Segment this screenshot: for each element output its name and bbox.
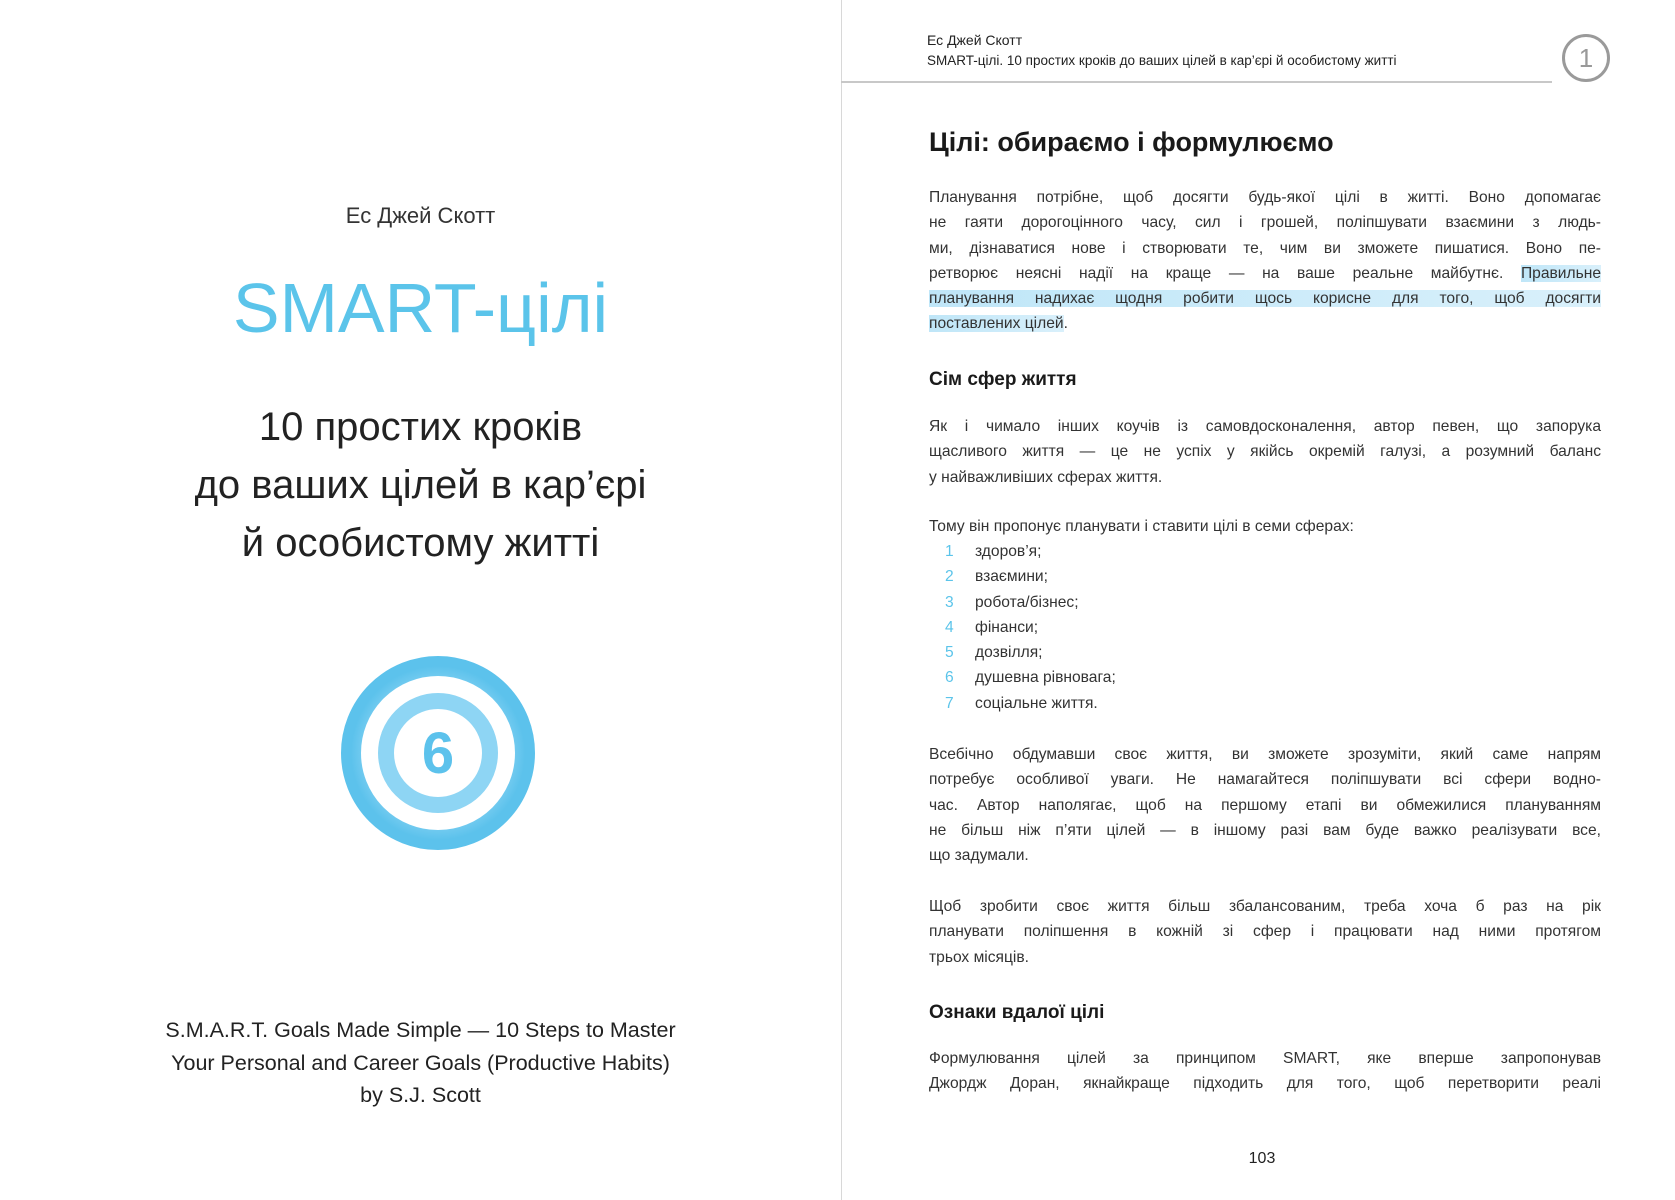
text-line: Тому він пропонує планувати і ставити ці… (929, 518, 1354, 535)
original-title-line: by S.J. Scott (360, 1083, 481, 1107)
chapter-heading: Цілі: обираємо і формулюємо (929, 127, 1334, 157)
target-number: 6 (422, 721, 454, 786)
list-text: соціальне життя. (975, 694, 1098, 712)
text-line: Як і чимало інших коучів із самовдоскона… (929, 418, 1601, 435)
text-line: потребує особливої уваги. Не намагайтеся… (929, 771, 1601, 789)
text-line: поставлених цілей. (929, 311, 1601, 336)
paragraph: Всебічно обдумавши своє життя, ви зможет… (929, 742, 1601, 868)
list-item: 3 робота/бізнес; (945, 590, 1116, 615)
paragraph: Як і чимало інших коучів із самовдоскона… (929, 414, 1601, 490)
text-line: час. Автор наполягає, щоб на першому ета… (929, 796, 1601, 814)
list-number: 7 (945, 694, 954, 712)
list-number: 4 (945, 618, 954, 636)
text-line: трьох місяців. (929, 948, 1030, 966)
subtitle-line: 10 простих кроків (258, 405, 583, 449)
text-line: не гаяти дорогоцінного часу, сил і гроше… (929, 214, 1601, 232)
subtitle-line: й особистому житті (241, 521, 600, 565)
text-segment: . (1063, 315, 1068, 333)
text-line: не більш ніж п’яти цілей — в іншому разі… (929, 821, 1601, 839)
list-number: 5 (945, 644, 954, 662)
running-header-author: Ес Джей Скотт (927, 32, 1023, 48)
list-item: 6 душевна рівновага; (945, 665, 1116, 690)
highlighted-text[interactable]: Правильне (1520, 264, 1601, 282)
list-number: 1 (945, 543, 954, 560)
chapter-number-badge: 1 (1562, 34, 1610, 82)
text-line: планувати поліпшення в кожній зі сфер і … (929, 923, 1601, 941)
list-number: 3 (945, 593, 954, 611)
list-text: взаємини; (975, 568, 1048, 586)
cover-title: SMART-цілі (232, 269, 609, 347)
paragraph: Планування потрібне, щоб досягти будь-як… (929, 185, 1601, 337)
page-number: 103 (1248, 1150, 1276, 1167)
subtitle-line: до ваших цілей в кар’єрі (194, 463, 647, 507)
list-text: робота/бізнес; (975, 593, 1079, 611)
text-line: планування надихає щодня робити щось кор… (929, 286, 1601, 311)
list-item: 5 дозвілля; (945, 640, 1116, 665)
cover-author: Ес Джей Скотт (345, 203, 496, 228)
text-line: у найважливіших сферах життя. (929, 468, 1163, 486)
paragraph: Тому він пропонує планувати і ставити ці… (929, 514, 1601, 539)
text-line: Джордж Доран, якнайкраще підходить для т… (929, 1075, 1601, 1093)
text-line: Щоб зробити своє життя більш збалансован… (929, 898, 1601, 915)
highlighted-text[interactable]: поставлених цілей (929, 315, 1064, 333)
running-header-book: SMART-цілі. 10 простих кроків до ваших ц… (927, 53, 1397, 68)
text-line: ми, дізнаватися нове і створювати те, чи… (929, 239, 1601, 257)
header-rule (841, 81, 1552, 83)
text-line: що задумали. (929, 847, 1029, 865)
original-title-line: S.M.A.R.T. Goals Made Simple — 10 Steps … (165, 1018, 676, 1042)
original-title-line: Your Personal and Career Goals (Producti… (171, 1050, 670, 1075)
paragraph: Щоб зробити своє життя більш збалансован… (929, 894, 1601, 970)
paragraph: Формулювання цілей за принципом SMART, я… (929, 1046, 1601, 1097)
list-text: фінанси; (975, 618, 1039, 636)
text-line: ретворює неясні надії на краще — на ваше… (929, 261, 1601, 286)
text-line: щасливого життя — це не успіх у якійсь о… (929, 443, 1601, 461)
list-number: 6 (945, 669, 954, 687)
cover-subtitle: 10 простих кроків до ваших цілей в кар’є… (0, 398, 841, 572)
list-item: 7 соціальне життя. (945, 691, 1116, 716)
section-heading: Ознаки вдалої цілі (929, 1002, 1105, 1023)
original-title: S.M.A.R.T. Goals Made Simple — 10 Steps … (0, 1014, 841, 1112)
list-item: 1 здоров’я; (945, 539, 1116, 564)
target-icon: 6 (341, 656, 535, 850)
list-number: 2 (945, 568, 954, 586)
list-item: 2 взаємини; (945, 564, 1116, 589)
list-text: здоров’я; (975, 543, 1042, 560)
section-heading: Сім сфер життя (929, 369, 1077, 390)
text-segment: ретворює неясні надії на краще — на ваше… (929, 264, 1521, 282)
highlighted-text[interactable]: планування надихає щодня робити щось кор… (929, 290, 1601, 308)
list-item: 4 фінанси; (945, 615, 1116, 640)
list-text: душевна рівновага; (975, 669, 1116, 687)
spheres-list: 1 здоров’я; 2 взаємини; 3 робота/бізнес; 4 ф… (945, 539, 1116, 716)
page-divider (841, 0, 842, 1200)
text-line: Планування потрібне, щоб досягти будь-як… (929, 189, 1601, 206)
list-text: дозвілля; (975, 644, 1043, 662)
text-line: Формулювання цілей за принципом SMART, я… (929, 1050, 1601, 1067)
text-line: Всебічно обдумавши своє життя, ви зможет… (929, 746, 1601, 763)
